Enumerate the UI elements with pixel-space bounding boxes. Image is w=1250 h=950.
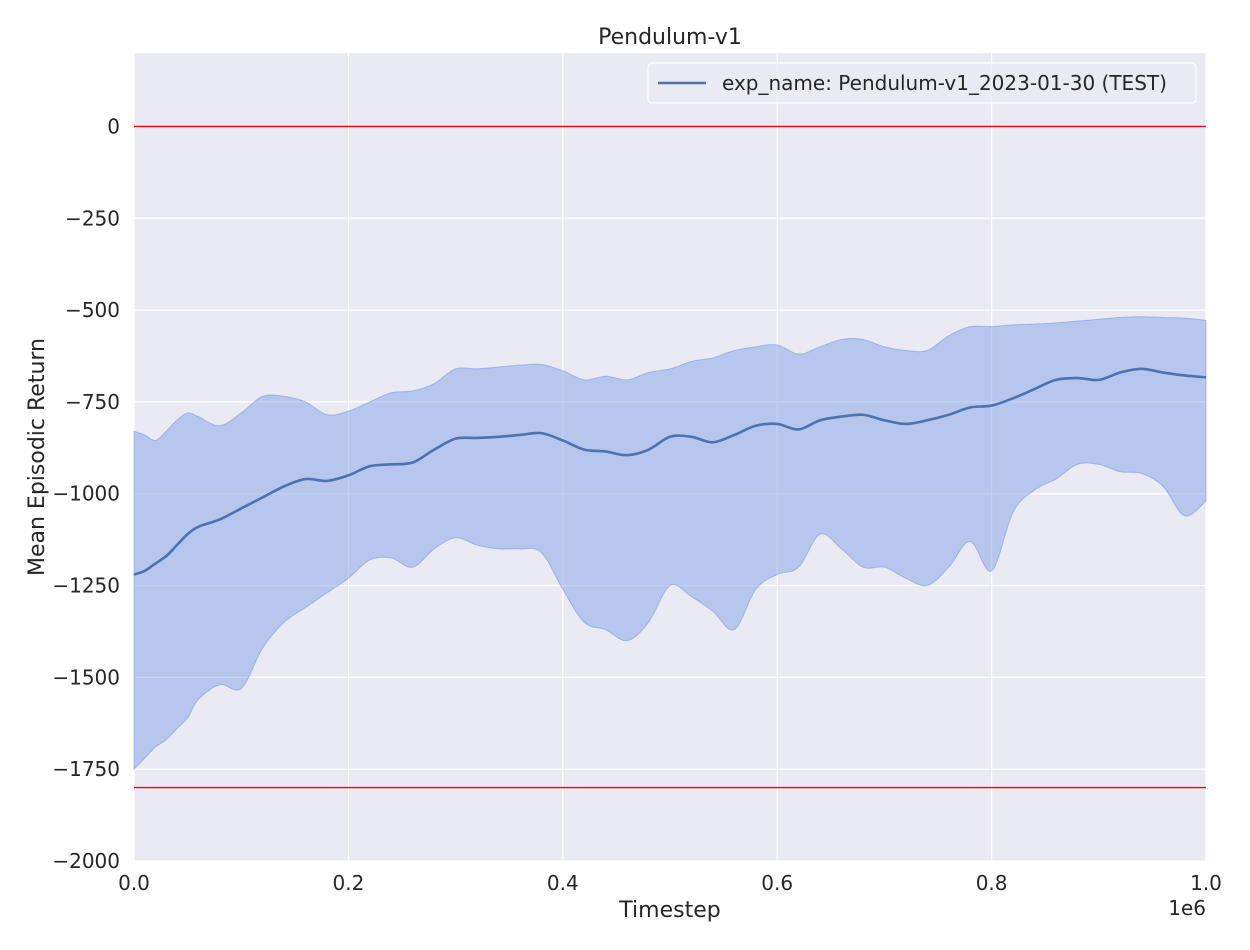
y-tick-label: −500 [65, 298, 120, 322]
y-tick-label: −1000 [52, 482, 120, 506]
reference-lines [134, 125, 1206, 789]
series-lines [133, 367, 1207, 576]
y-tick-label: −250 [65, 206, 120, 230]
y-tick-label: −1500 [52, 665, 120, 689]
x-axis-label: Timestep [618, 898, 720, 923]
y-tick-label: 0 [107, 114, 120, 138]
y-tick-labels: 0 −250 −500 −750 −1000 −1250 −1500 −1750 −2000 [52, 114, 120, 873]
series-line-0 [133, 367, 1207, 576]
chart-title: Pendulum-v1 [598, 25, 742, 50]
x-tick-label: 0.4 [547, 871, 579, 895]
confidence-band-layer [133, 316, 1207, 771]
y-axis-label: Mean Episodic Return [25, 338, 50, 576]
x-tick-labels: 0.0 0.2 0.4 0.6 0.8 1.0 [118, 871, 1222, 895]
x-tick-label: 0.8 [976, 871, 1008, 895]
legend-label: exp_name: Pendulum-v1_2023-01-30 (TEST) [722, 71, 1167, 95]
y-tick-label: −750 [65, 390, 120, 414]
legend-box [647, 62, 1197, 104]
y-tick-label: −2000 [52, 849, 120, 873]
confidence-band-0 [133, 316, 1207, 771]
x-tick-label: 0.6 [761, 871, 793, 895]
y-tick-label: −1750 [52, 757, 120, 781]
grid [133, 53, 1207, 862]
plot-area [134, 53, 1206, 861]
x-tick-label: 0.0 [118, 871, 150, 895]
x-tick-label: 1.0 [1190, 871, 1222, 895]
legend: exp_name: Pendulum-v1_2023-01-30 (TEST) [647, 62, 1197, 104]
x-axis-offset-label: 1e6 [1168, 896, 1206, 920]
y-tick-label: −1250 [52, 574, 120, 598]
x-tick-label: 0.2 [332, 871, 364, 895]
